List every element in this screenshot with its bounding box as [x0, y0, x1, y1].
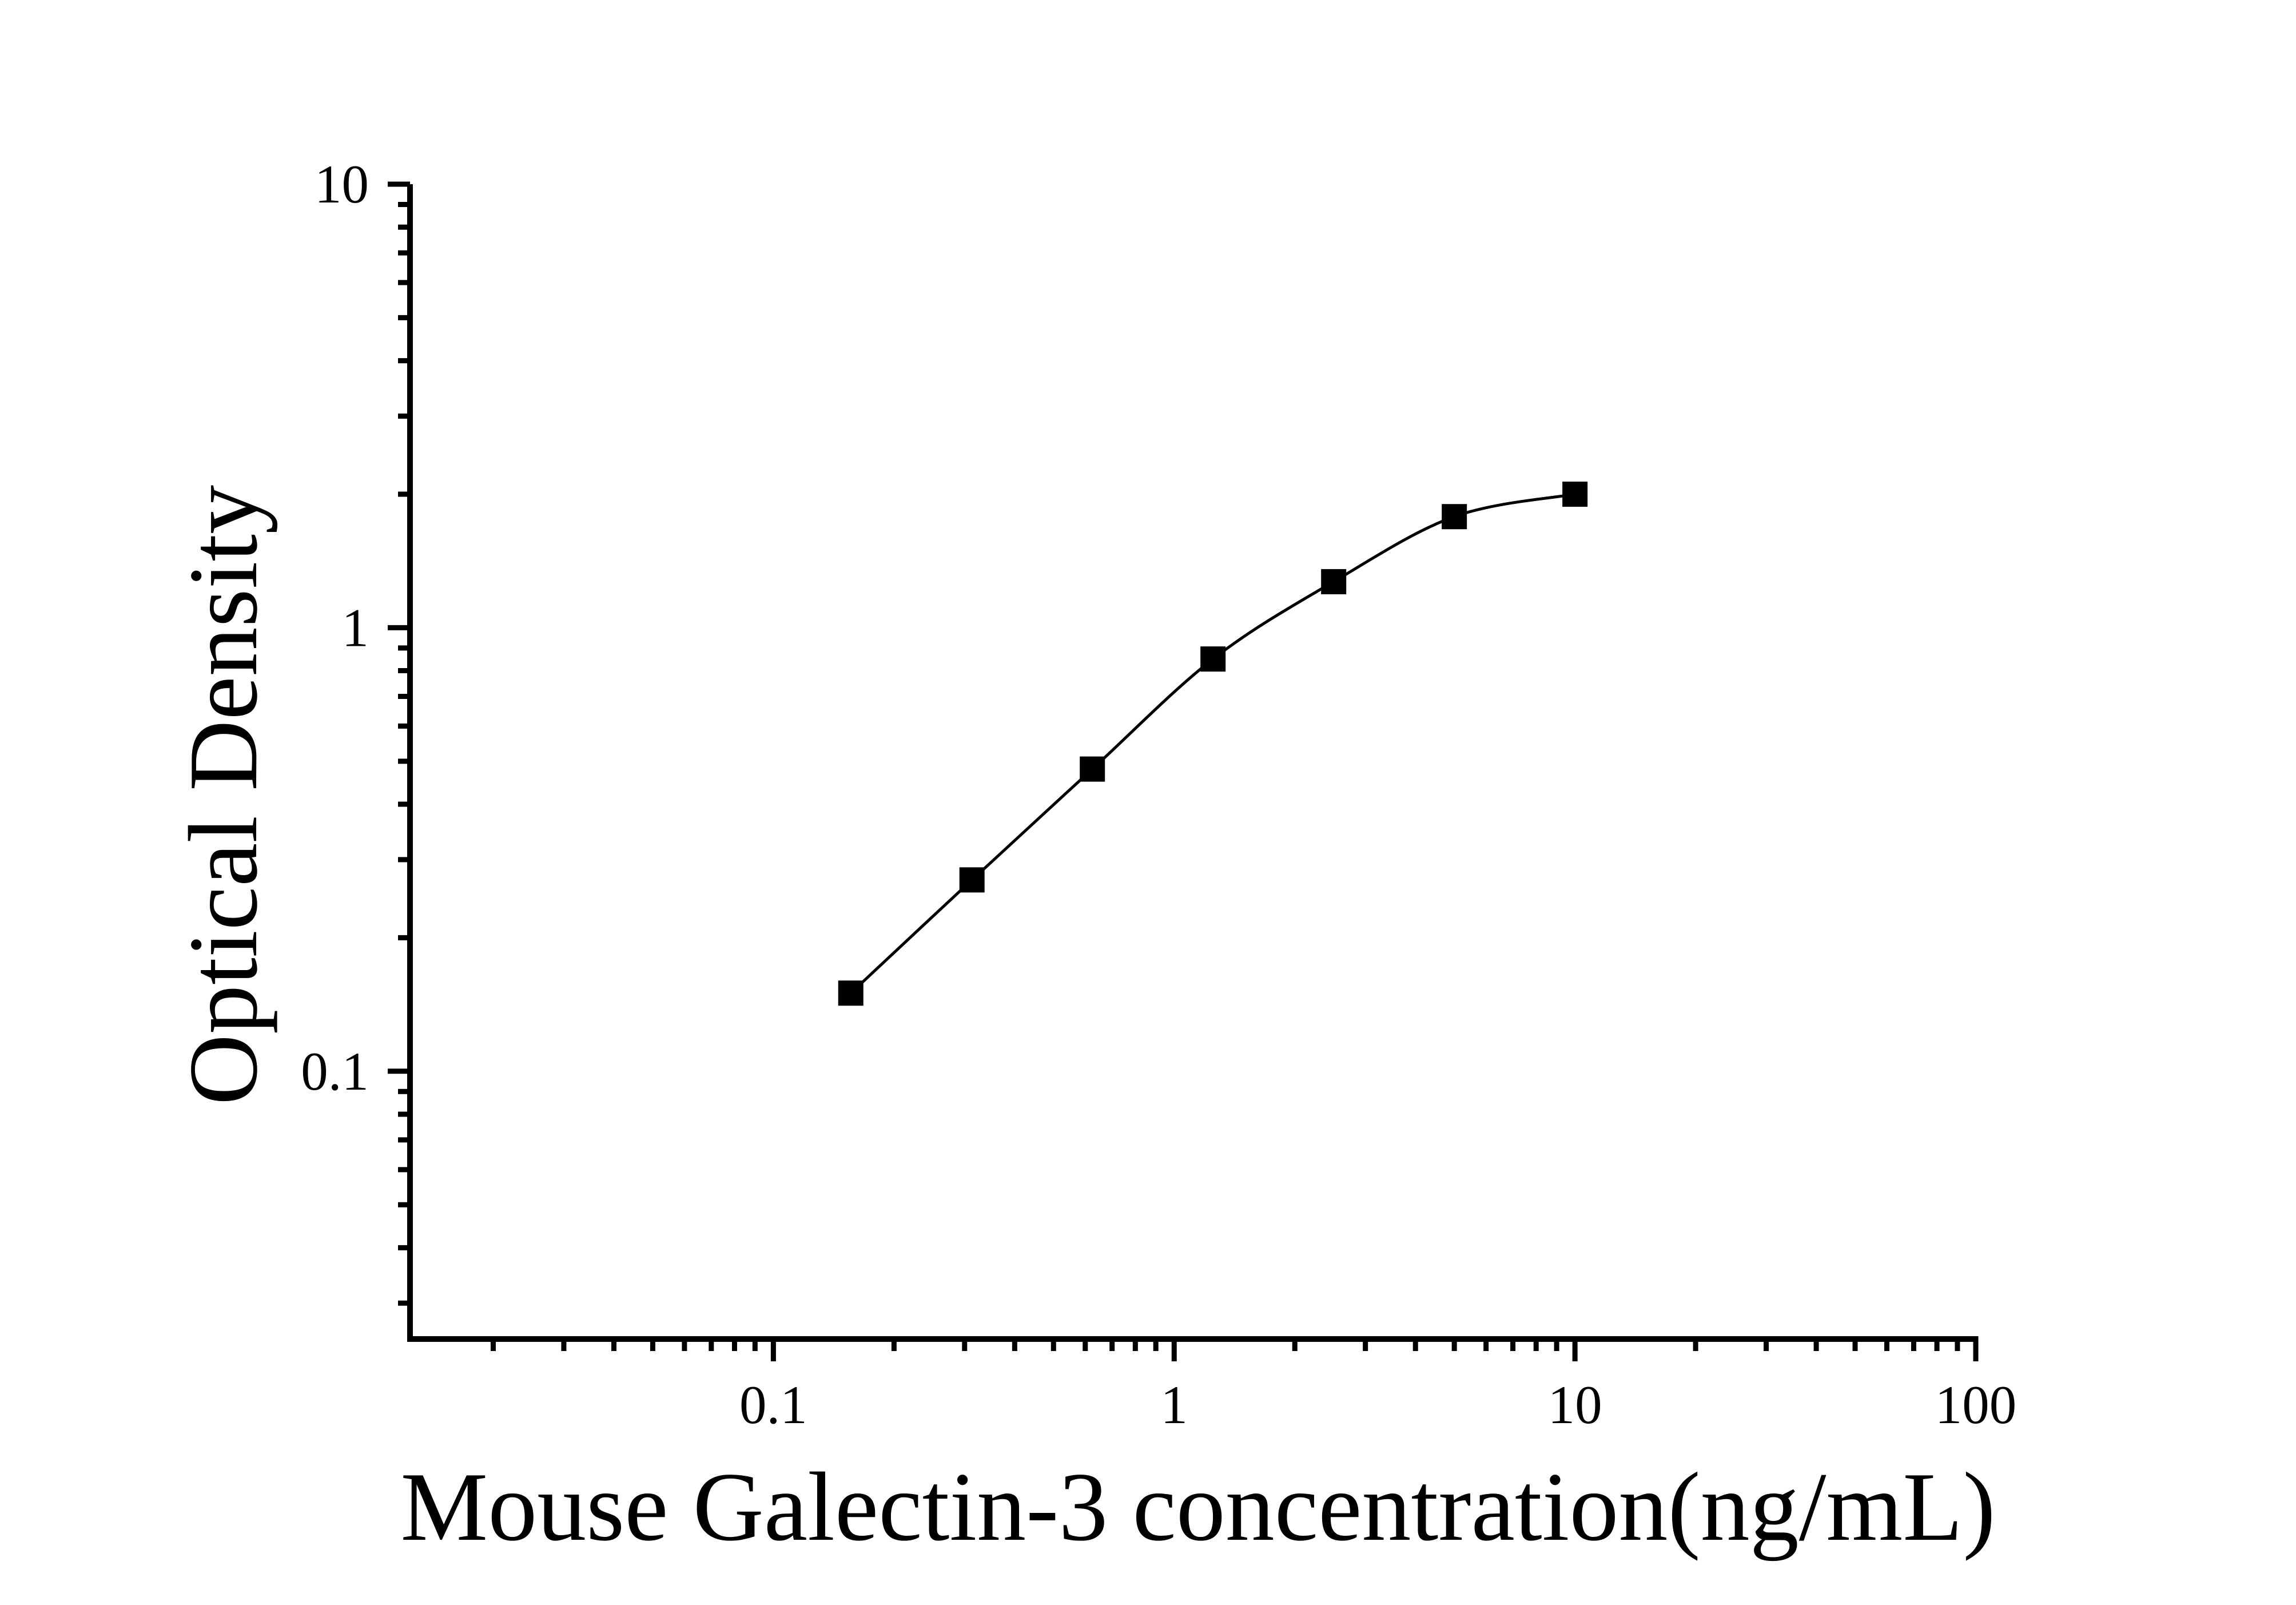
y-tick-label: 10 [315, 154, 369, 214]
data-point-marker [1442, 504, 1467, 530]
data-point-marker [1562, 481, 1588, 507]
x-tick-label: 0.1 [739, 1374, 807, 1435]
data-point-markers [838, 481, 1588, 1006]
y-tick-label: 1 [342, 597, 369, 658]
y-major-ticks [388, 181, 410, 1074]
x-tick-label: 1 [1161, 1374, 1188, 1435]
x-axis-title: Mouse Galectin-3 concentration(ng/mL) [400, 1453, 1995, 1562]
y-axis-title: Optical Density [169, 485, 278, 1105]
x-major-ticks [770, 1339, 1979, 1361]
y-tick-label: 0.1 [301, 1041, 369, 1102]
x-tick-label: 100 [1935, 1374, 2017, 1435]
standard-curve-line [849, 492, 1577, 995]
x-tick-label: 10 [1548, 1374, 1602, 1435]
data-point-marker [838, 980, 864, 1006]
x-tick-labels: 0.1 1 10 100 [739, 1374, 2016, 1435]
data-point-marker [1080, 756, 1105, 782]
data-point-marker [1321, 569, 1347, 594]
y-tick-labels: 0.1 1 10 [301, 154, 369, 1102]
data-point-marker [959, 867, 985, 893]
data-point-marker [1200, 646, 1226, 672]
axis-spines [407, 184, 1979, 1342]
